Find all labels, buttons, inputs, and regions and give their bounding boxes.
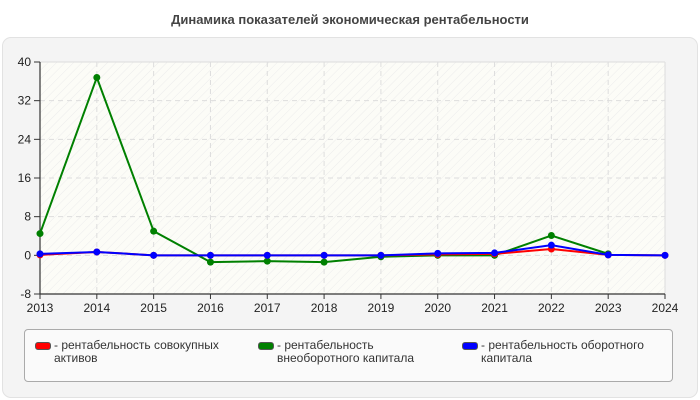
chart-title: Динамика показателей экономическая рента… — [171, 12, 529, 27]
blue-swatch-icon — [462, 342, 478, 350]
series-lines — [36, 73, 669, 266]
red-swatch-icon — [35, 342, 51, 350]
legend-item-current-capital[interactable]: - рентабельность оборотного капитала — [462, 339, 671, 365]
axes: -8 0 8 16 24 32 40 2013 2014 2015 2016 2017 2018 2019… — [18, 55, 679, 315]
svg-text:0: 0 — [24, 248, 31, 262]
legend-label: - рентабельность внеоборотного капитала — [277, 338, 414, 365]
svg-text:2023: 2023 — [595, 301, 622, 315]
svg-text:2016: 2016 — [197, 301, 224, 315]
legend: - рентабельность совокупных активов - ре… — [24, 329, 673, 382]
svg-text:2019: 2019 — [368, 301, 395, 315]
legend-label: - рентабельность совокупных активов — [54, 338, 219, 365]
svg-text:2022: 2022 — [538, 301, 565, 315]
svg-text:2018: 2018 — [311, 301, 338, 315]
green-swatch-icon — [258, 342, 274, 350]
svg-text:2017: 2017 — [254, 301, 281, 315]
svg-text:2024: 2024 — [652, 301, 679, 315]
legend-item-total-assets[interactable]: - рентабельность совокупных активов — [35, 339, 239, 365]
svg-text:16: 16 — [18, 171, 32, 185]
svg-text:-8: -8 — [20, 287, 31, 301]
svg-text:40: 40 — [18, 55, 32, 69]
svg-text:2013: 2013 — [27, 301, 54, 315]
svg-text:8: 8 — [24, 210, 31, 224]
legend-label: - рентабельность оборотного капитала — [481, 338, 644, 365]
svg-text:32: 32 — [18, 94, 32, 108]
svg-text:2014: 2014 — [83, 301, 110, 315]
svg-text:24: 24 — [18, 132, 32, 146]
legend-item-noncurrent-capital[interactable]: - рентабельность внеоборотного капитала — [258, 339, 437, 365]
svg-text:2021: 2021 — [481, 301, 508, 315]
svg-text:2020: 2020 — [424, 301, 451, 315]
line-chart: -8 0 8 16 24 32 40 2013 2014 2015 2016 2017 2018 2019… — [18, 55, 679, 315]
svg-text:2015: 2015 — [140, 301, 167, 315]
